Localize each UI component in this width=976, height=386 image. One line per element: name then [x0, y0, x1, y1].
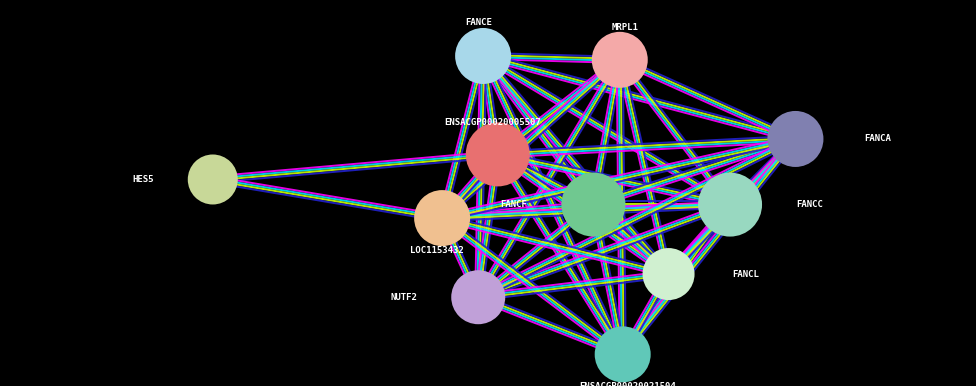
- Ellipse shape: [591, 32, 648, 88]
- Text: LOC1153432: LOC1153432: [410, 246, 465, 255]
- Ellipse shape: [561, 173, 626, 237]
- Ellipse shape: [414, 190, 470, 246]
- Ellipse shape: [451, 270, 506, 324]
- Text: FANCC: FANCC: [796, 200, 824, 209]
- Ellipse shape: [642, 248, 695, 300]
- Text: ENSACGP00020021504: ENSACGP00020021504: [579, 382, 676, 386]
- Text: FANCA: FANCA: [864, 134, 891, 144]
- Text: ENSACGP00020005507: ENSACGP00020005507: [444, 119, 542, 127]
- Text: FANCE: FANCE: [465, 18, 492, 27]
- Text: FANCL: FANCL: [732, 269, 759, 279]
- Ellipse shape: [594, 326, 651, 383]
- Text: NUTF2: NUTF2: [390, 293, 418, 302]
- Text: HES5: HES5: [133, 175, 154, 184]
- Ellipse shape: [767, 111, 824, 167]
- Ellipse shape: [187, 154, 238, 205]
- Ellipse shape: [698, 173, 762, 237]
- Ellipse shape: [455, 28, 511, 84]
- Text: MRPL1: MRPL1: [611, 23, 638, 32]
- Ellipse shape: [466, 122, 530, 186]
- Text: FANCF: FANCF: [500, 200, 527, 209]
